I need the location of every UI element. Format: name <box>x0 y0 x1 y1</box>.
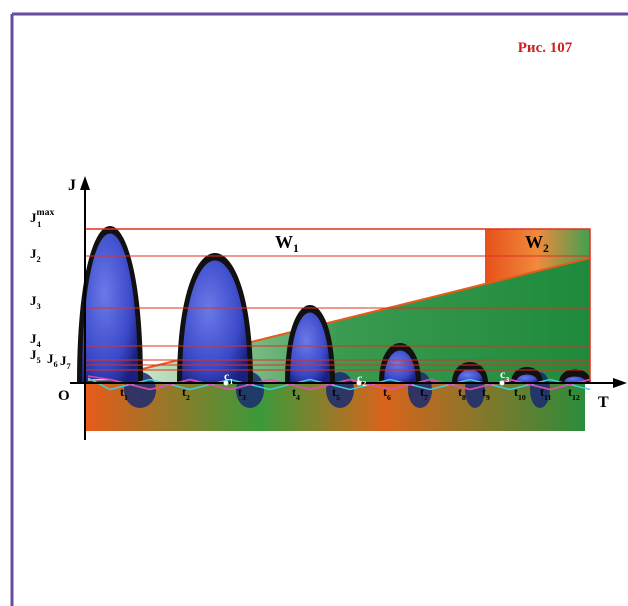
time-label-base: t <box>120 385 124 399</box>
time-label-sub: 11 <box>544 393 551 402</box>
level-label: J2 <box>30 246 41 264</box>
point-label-base: c <box>357 371 363 385</box>
time-label-base: t <box>292 385 296 399</box>
time-label: t11 <box>540 385 551 402</box>
time-label: t4 <box>292 385 300 402</box>
level-label-base: J <box>30 347 37 362</box>
time-label-base: t <box>238 385 242 399</box>
level-label-base: J <box>30 210 37 225</box>
level-label-base: J <box>47 351 54 366</box>
level-label-sup: max <box>37 207 55 218</box>
hump <box>457 369 483 383</box>
time-label-sub: 10 <box>518 393 526 402</box>
oscillation <box>77 226 591 408</box>
figure-label: Рис. 107 <box>518 40 573 56</box>
time-label: t8 <box>458 385 466 402</box>
time-label-base: t <box>514 385 518 399</box>
point-label-base: c <box>500 367 506 381</box>
time-label-base: t <box>482 385 486 399</box>
region-label-sub: 1 <box>293 242 299 255</box>
time-label: t3 <box>238 385 246 402</box>
time-label-sub: 4 <box>296 393 300 402</box>
x-axis-label: T <box>598 394 609 411</box>
level-label-sub: 4 <box>37 339 42 349</box>
level-label-base: J <box>30 293 37 308</box>
time-label-sub: 8 <box>462 393 466 402</box>
region-label: W1 <box>275 232 299 255</box>
point-label: c3 <box>500 367 509 384</box>
point-label-base: c <box>224 369 230 383</box>
point-marker <box>499 380 505 386</box>
time-label-base: t <box>383 385 387 399</box>
point-label: c1 <box>224 369 233 386</box>
level-label: J6 <box>47 351 58 369</box>
level-label-sub: 3 <box>37 301 41 311</box>
point-label-sub: 2 <box>362 379 366 388</box>
level-label-base: J <box>30 246 37 261</box>
time-label-sub: 12 <box>572 393 580 402</box>
level-label: J5 <box>30 347 41 365</box>
level-label-sub: 2 <box>37 254 41 264</box>
time-label-sub: 6 <box>387 393 391 402</box>
level-label: Jmax 1 <box>30 207 54 229</box>
x-arrow <box>613 378 627 388</box>
level-label-sub: 1 <box>37 219 41 229</box>
time-label-sub: 2 <box>186 393 190 402</box>
time-label: t6 <box>383 385 391 402</box>
hump <box>182 260 248 383</box>
time-label-sub: 7 <box>424 393 428 402</box>
time-label-sub: 9 <box>486 393 490 402</box>
time-label-base: t <box>458 385 462 399</box>
region-label-sub: 2 <box>543 242 549 255</box>
level-label-sub: 7 <box>67 361 72 371</box>
level-label-base: J <box>60 353 67 368</box>
time-label: t5 <box>332 385 340 402</box>
point-marker <box>223 380 229 386</box>
point-label-sub: 3 <box>505 375 509 384</box>
time-label: t2 <box>182 385 190 402</box>
time-label: t9 <box>482 385 490 402</box>
level-label: J3 <box>30 293 41 311</box>
region-label: W2 <box>525 232 549 255</box>
time-label-base: t <box>540 385 544 399</box>
time-label: t1 <box>120 385 128 402</box>
level-label-base: J <box>30 331 37 346</box>
region-label-base: W <box>275 232 293 252</box>
level-label: J7 <box>60 353 72 371</box>
origin-label: O <box>58 388 70 404</box>
level-label: J4 <box>30 331 42 349</box>
hump <box>384 350 416 383</box>
time-label-sub: 3 <box>242 393 246 402</box>
time-label-sub: 5 <box>336 393 340 402</box>
point-label-sub: 1 <box>229 377 233 386</box>
point-label: c2 <box>357 371 366 388</box>
level-label-sub: 6 <box>54 359 58 369</box>
time-label: t7 <box>420 385 428 402</box>
time-label-base: t <box>332 385 336 399</box>
growth-line <box>89 257 591 383</box>
y-arrow <box>80 176 90 190</box>
time-label-sub: 1 <box>124 393 128 402</box>
time-label-base: t <box>182 385 186 399</box>
region-label-base: W <box>525 232 543 252</box>
point-marker <box>356 380 362 386</box>
y-axis-label: J <box>68 177 76 194</box>
time-label-base: t <box>420 385 424 399</box>
time-label: t10 <box>514 385 526 402</box>
time-label: t12 <box>568 385 580 402</box>
time-label-base: t <box>568 385 572 399</box>
hump <box>516 374 538 383</box>
level-label-sub: 5 <box>37 355 41 365</box>
